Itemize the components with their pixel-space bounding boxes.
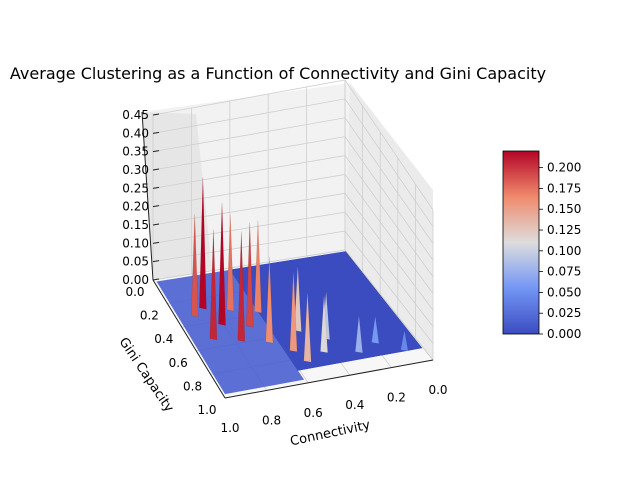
colorbar-tick-label: 0.200 [547,161,581,175]
x-tick-labels: 1.0 0.8 0.6 0.4 0.2 0.0 [220,383,447,435]
y-tick-label: 0.6 [169,356,188,370]
colorbar-tick-label: 0.075 [547,265,581,279]
surface-spike [254,220,262,314]
z-tick-mark [152,113,160,116]
z-tick-mark [152,223,160,226]
z-tick-label: 0.35 [122,145,149,159]
surface-spike [218,202,226,326]
z-axis-line [141,111,154,281]
right-pane [345,83,433,360]
colorbar-tick-label: 0.125 [547,223,581,237]
colorbar-tick-label: 0.100 [547,244,581,258]
z-tick-mark [152,205,160,208]
surface-spike [237,231,246,342]
z-tick-label: 0.15 [122,218,149,232]
x-tick-label: 0.0 [428,383,447,397]
colorbar-tick-label: 0.175 [547,181,581,195]
surface-spike [199,177,207,310]
x-tick-label: 0.6 [304,406,323,420]
z-tick-label: 0.40 [122,126,149,140]
chart-title: Average Clustering as a Function of Conn… [10,64,546,83]
x-tick-label: 0.2 [387,391,406,405]
x-gridline [344,80,434,361]
y-axis-label: Gini Capacity [116,335,177,415]
surface-spike [293,265,302,332]
surface-spike [371,315,380,344]
surface-spike [303,291,312,363]
z-tick-label: 0.25 [122,181,149,195]
z-tick-mark [152,131,160,134]
y-tick-label: 0.8 [183,379,202,393]
colorbar-tick-label: 0.025 [547,306,581,320]
z-tick-mark [152,241,160,244]
z-tick-mark [152,186,160,189]
z-tick-label: 0.30 [122,163,149,177]
z-tick-label: 0.10 [122,236,149,250]
surface-spike [320,294,328,354]
x-axis-label: Connectivity [289,418,372,450]
z-tick-label: 0.45 [122,108,149,122]
y-tick-label: 0.0 [125,285,144,299]
surface-plot [156,177,423,395]
z-tick-mark [152,150,160,153]
surface-spike [289,270,298,353]
colorbar-ticks: 0.000 0.025 0.050 0.075 0.100 0.125 0.150 0.175… [539,161,581,341]
y-axis-line [152,279,226,399]
z-tick-labels: 0.00 0.05 0.10 0.15 0.20 0.25 0.30 0.35 0.40 0.45 [122,108,160,287]
y-tick-label: 0.2 [140,309,159,323]
z-tick-mark [152,260,160,263]
z-tick-mark [152,168,160,171]
x-axis-line [224,359,434,399]
colorbar-tick-label: 0.050 [547,285,581,299]
surface-spike [265,257,274,344]
colorbar-tick-label: 0.000 [547,327,581,341]
colorbar: 0.000 0.025 0.050 0.075 0.100 0.125 0.150 0.175… [502,150,581,341]
surface-spike [400,330,409,352]
surface-spike [209,229,218,341]
y-tick-labels: 0.0 0.2 0.4 0.6 0.8 1.0 [125,285,216,417]
colorbar-tick-label: 0.150 [547,202,581,216]
x-tick-label: 1.0 [220,421,239,435]
surface-spike [355,315,363,354]
x-tick-label: 0.8 [262,413,281,427]
y-tick-label: 0.4 [154,332,173,346]
z-tick-label: 0.20 [122,200,149,214]
z-tick-label: 0.00 [122,273,149,287]
z-tick-mark [152,278,160,281]
surface-spike [245,222,254,328]
surface-spike [226,214,235,312]
y-tick-label: 1.0 [197,403,216,417]
colorbar-gradient [502,150,540,335]
x-tick-label: 0.4 [345,398,364,412]
surface-spike [191,214,199,318]
z-tick-label: 0.05 [122,255,149,269]
